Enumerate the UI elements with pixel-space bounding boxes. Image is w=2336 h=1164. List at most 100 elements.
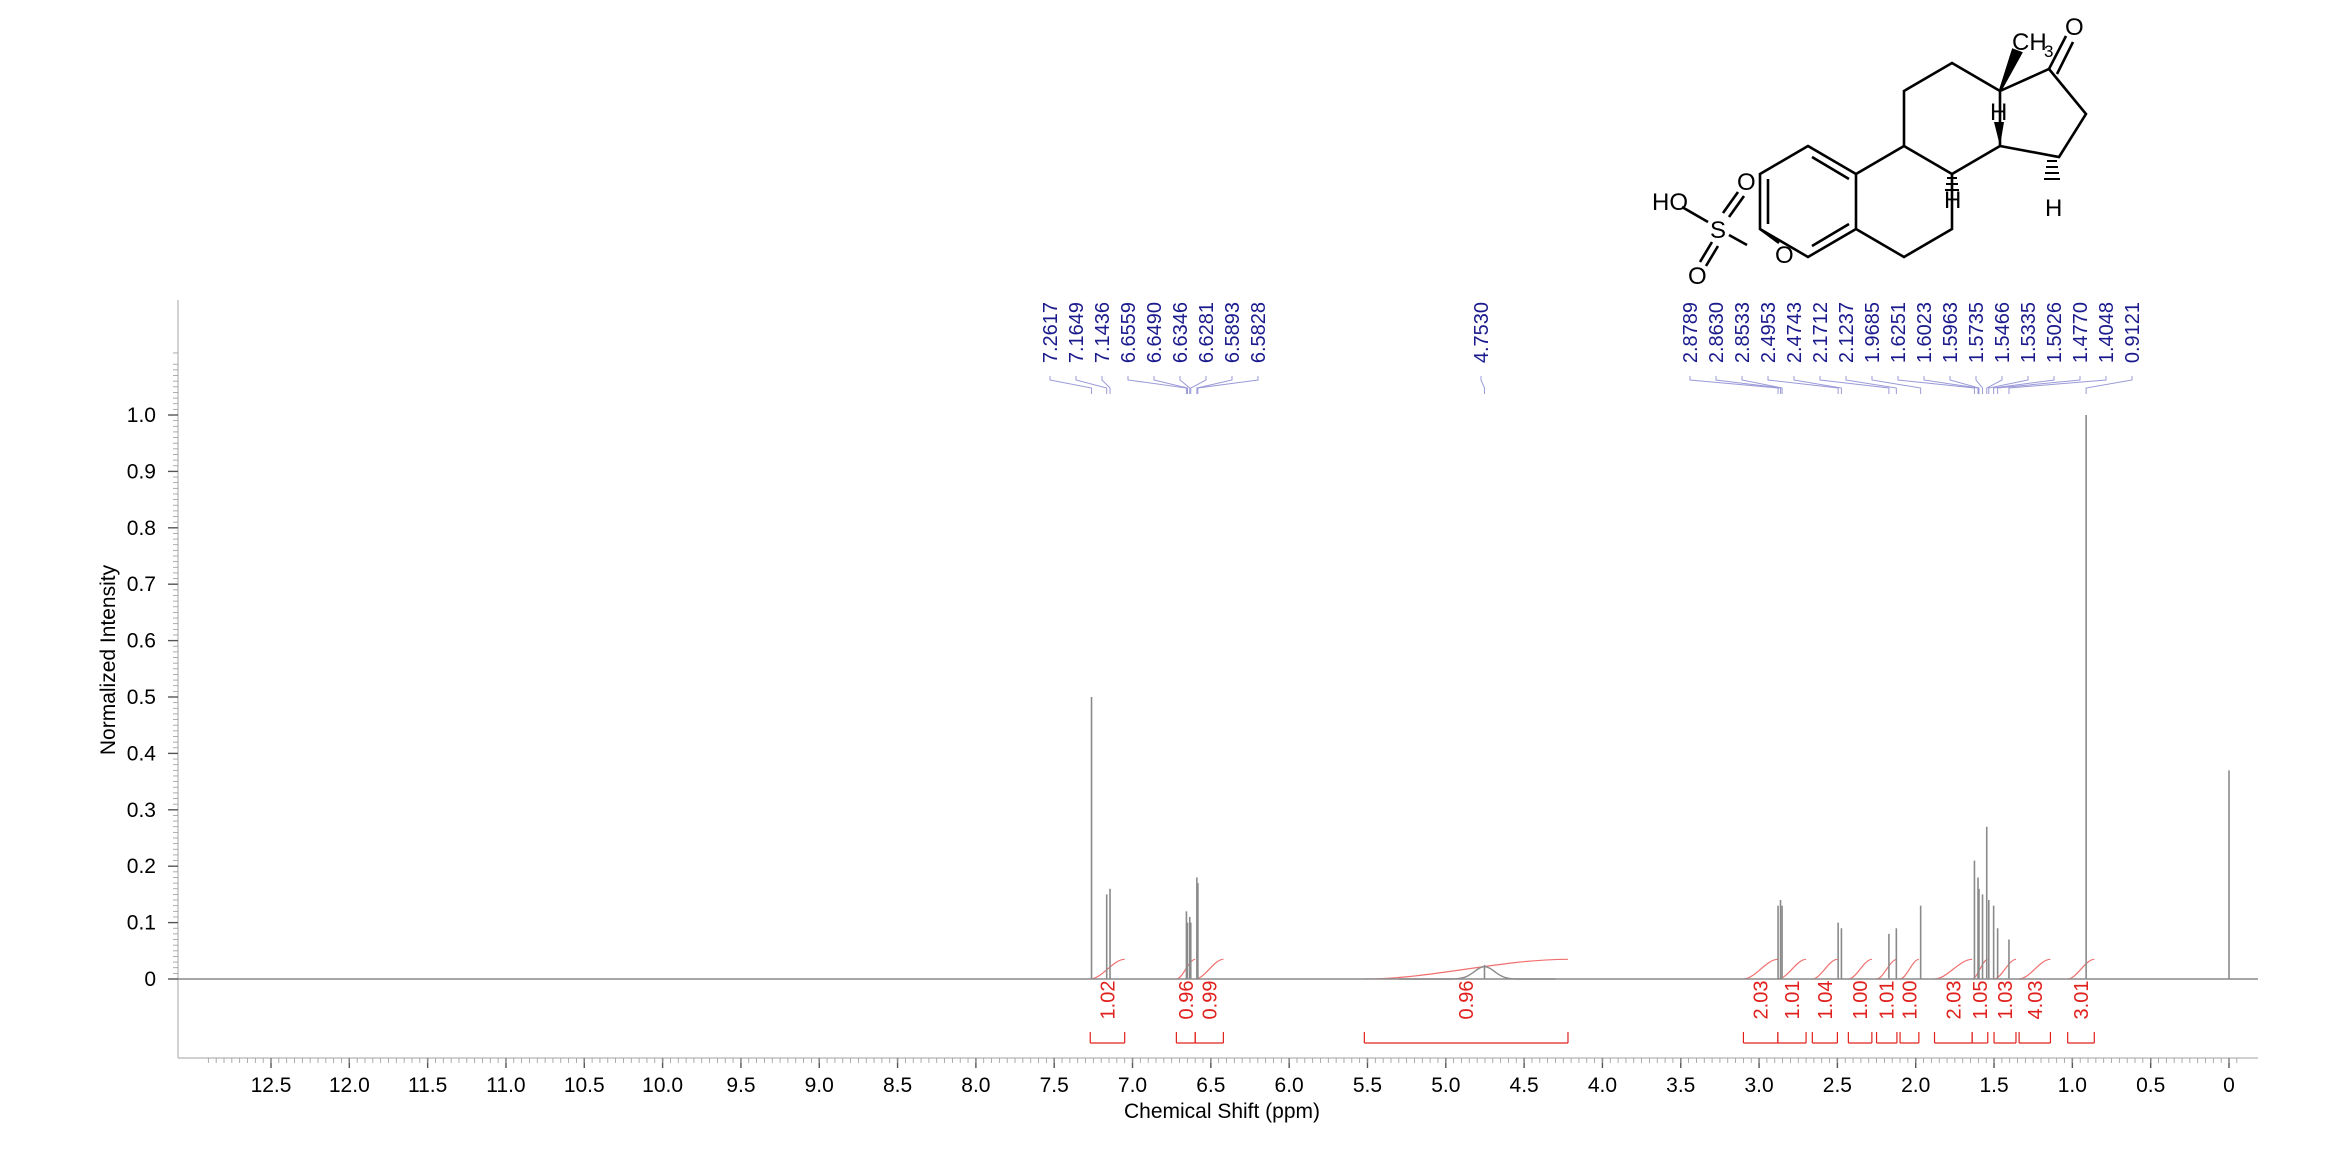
axes: 00.10.20.30.40.50.60.70.80.91.012.5 12.0 1…: [127, 300, 2258, 1097]
s-o-bottom-bond-1: [1698, 241, 1714, 263]
x-tick-label: 2.0: [1901, 1074, 1930, 1097]
x-tick-label: 6.5: [1196, 1074, 1225, 1097]
x-tick-label: 4.5: [1510, 1074, 1539, 1097]
spectrum-broad-peak: [1398, 965, 1556, 980]
ring-b: [1855, 144, 1954, 259]
peak-leader-line: [1689, 376, 1779, 394]
peak-label: 6.6346: [1170, 302, 1192, 363]
label-o-top: O: [1737, 169, 1756, 196]
peak-label: 2.4743: [1784, 302, 1806, 363]
peak-leader-line: [1997, 376, 2081, 394]
x-tick-label: 7.0: [1118, 1074, 1147, 1097]
spectrum: [178, 415, 2258, 980]
peak-label: 7.1436: [1092, 302, 1114, 363]
x-axis-title: Chemical Shift (ppm): [1124, 1100, 1320, 1123]
peak-leader-line: [1897, 376, 1975, 394]
y-tick-label: 0.6: [127, 630, 156, 653]
peak-label: 2.4953: [1758, 302, 1780, 363]
peak-label: 1.6023: [1914, 302, 1936, 363]
x-tick-label: 8.0: [961, 1074, 990, 1097]
peak-label: 4.7530: [1471, 302, 1493, 363]
y-tick-label: 0.5: [127, 686, 156, 709]
s-o-top-bond-1: [1721, 191, 1740, 214]
integral-curve: [1876, 958, 1898, 980]
x-tick-label: 1.0: [2058, 1074, 2087, 1097]
ring-d: [1999, 67, 2088, 159]
ring-a-double-2: [1811, 222, 1850, 248]
integral-curve: [1364, 958, 1569, 980]
y-tick-label: 0.1: [127, 912, 156, 935]
hash-bond-c14: [2044, 160, 2060, 180]
x-tick-label: 2.5: [1823, 1074, 1852, 1097]
label-o-ketone: O: [2065, 14, 2084, 41]
peak-label: 1.4770: [2070, 302, 2092, 363]
x-tick-label: 5.5: [1353, 1074, 1382, 1097]
integral-value: 0.96: [1456, 981, 1478, 1020]
integral-value: 4.03: [2025, 981, 2047, 1020]
integral-value: 1.05: [1970, 981, 1992, 1020]
peak-label: 1.5735: [1966, 302, 1988, 363]
integral-value: 1.02: [1097, 981, 1119, 1020]
x-tick-label: 1.5: [1979, 1074, 2008, 1097]
peak-label: 6.6559: [1118, 302, 1140, 363]
peak-leader-line: [1975, 376, 1984, 394]
molecule-structure: HO S O O O O CH 3 H H H: [1652, 14, 2088, 290]
s-o-top-bond-2: [1727, 195, 1746, 218]
y-axis-title: Normalized Intensity: [97, 564, 120, 755]
x-tick-label: 6.0: [1275, 1074, 1304, 1097]
peak-leader-line: [1127, 376, 1187, 394]
x-tick-label: 10.0: [642, 1074, 683, 1097]
peak-leader-line: [1480, 376, 1485, 394]
peak-label: 2.1712: [1810, 302, 1832, 363]
x-tick-label: 9.0: [805, 1074, 834, 1097]
peak-label: 6.5893: [1222, 302, 1244, 363]
x-tick-label: 12.5: [251, 1074, 292, 1097]
x-tick-label: 4.0: [1588, 1074, 1617, 1097]
peak-leader-line: [1793, 376, 1842, 394]
peak-leader-line: [1986, 376, 2003, 394]
x-tick-label: 0: [2223, 1074, 2235, 1097]
peak-leader-line: [1741, 376, 1783, 394]
integral-curve: [1812, 958, 1838, 980]
x-tick-label: 5.0: [1431, 1074, 1460, 1097]
integral-value: 0.96: [1176, 981, 1198, 1020]
y-tick-label: 1.0: [127, 404, 156, 427]
label-o-bottom: O: [1688, 263, 1707, 290]
peak-label: 2.8789: [1680, 302, 1702, 363]
integral-value: 1.03: [1995, 981, 2017, 1020]
peak-label: 1.5963: [1940, 302, 1962, 363]
peak-leader-line: [1190, 376, 1207, 394]
label-ho: HO: [1652, 189, 1688, 216]
peak-label: 6.6490: [1144, 302, 1166, 363]
integral-curve: [1934, 958, 1973, 980]
label-ch3-sub: 3: [2044, 42, 2053, 61]
y-tick-label: 0.3: [127, 799, 156, 822]
peak-labels: 7.2617 7.1649 7.1436 6.6559 6.6490 6.6346 6.62…: [1040, 302, 2144, 394]
peak-leader-line: [1949, 376, 1980, 394]
y-tick-label: 0.2: [127, 855, 156, 878]
x-tick-label: 7.5: [1040, 1074, 1069, 1097]
x-tick-label: 12.0: [329, 1074, 370, 1097]
peak-leader-line: [1196, 376, 1233, 394]
integral-value: 1.00: [1850, 981, 1872, 1020]
y-tick-label: 0.4: [127, 742, 157, 765]
o-aryl-bond: [1759, 227, 1780, 245]
peak-leader-line: [2085, 376, 2133, 394]
peak-leader-line: [1845, 376, 1897, 394]
integral-curve: [1743, 958, 1778, 980]
label-s: S: [1710, 217, 1726, 244]
label-h-c9: H: [1944, 187, 1961, 214]
peak-label: 1.6251: [1888, 302, 1910, 363]
peak-leader-line: [1715, 376, 1782, 394]
peak-label: 0.9121: [2122, 302, 2144, 363]
peak-label: 1.5335: [2018, 302, 2040, 363]
integrals: 1.02 0.96 0.99 0.96 2.03 1.01 1.04 1.00 1.01 1.00…: [1089, 958, 2095, 1044]
label-o-ether: O: [1775, 242, 1794, 269]
peak-label: 1.9685: [1862, 302, 1884, 363]
methyl-wedge: [1998, 48, 2023, 92]
peak-leader-line: [1988, 376, 2029, 394]
peak-leader-line: [1197, 376, 1259, 394]
peak-label: 2.1237: [1836, 302, 1858, 363]
integral-value: 1.01: [1877, 981, 1899, 1020]
y-tick-label: 0.7: [127, 573, 156, 596]
